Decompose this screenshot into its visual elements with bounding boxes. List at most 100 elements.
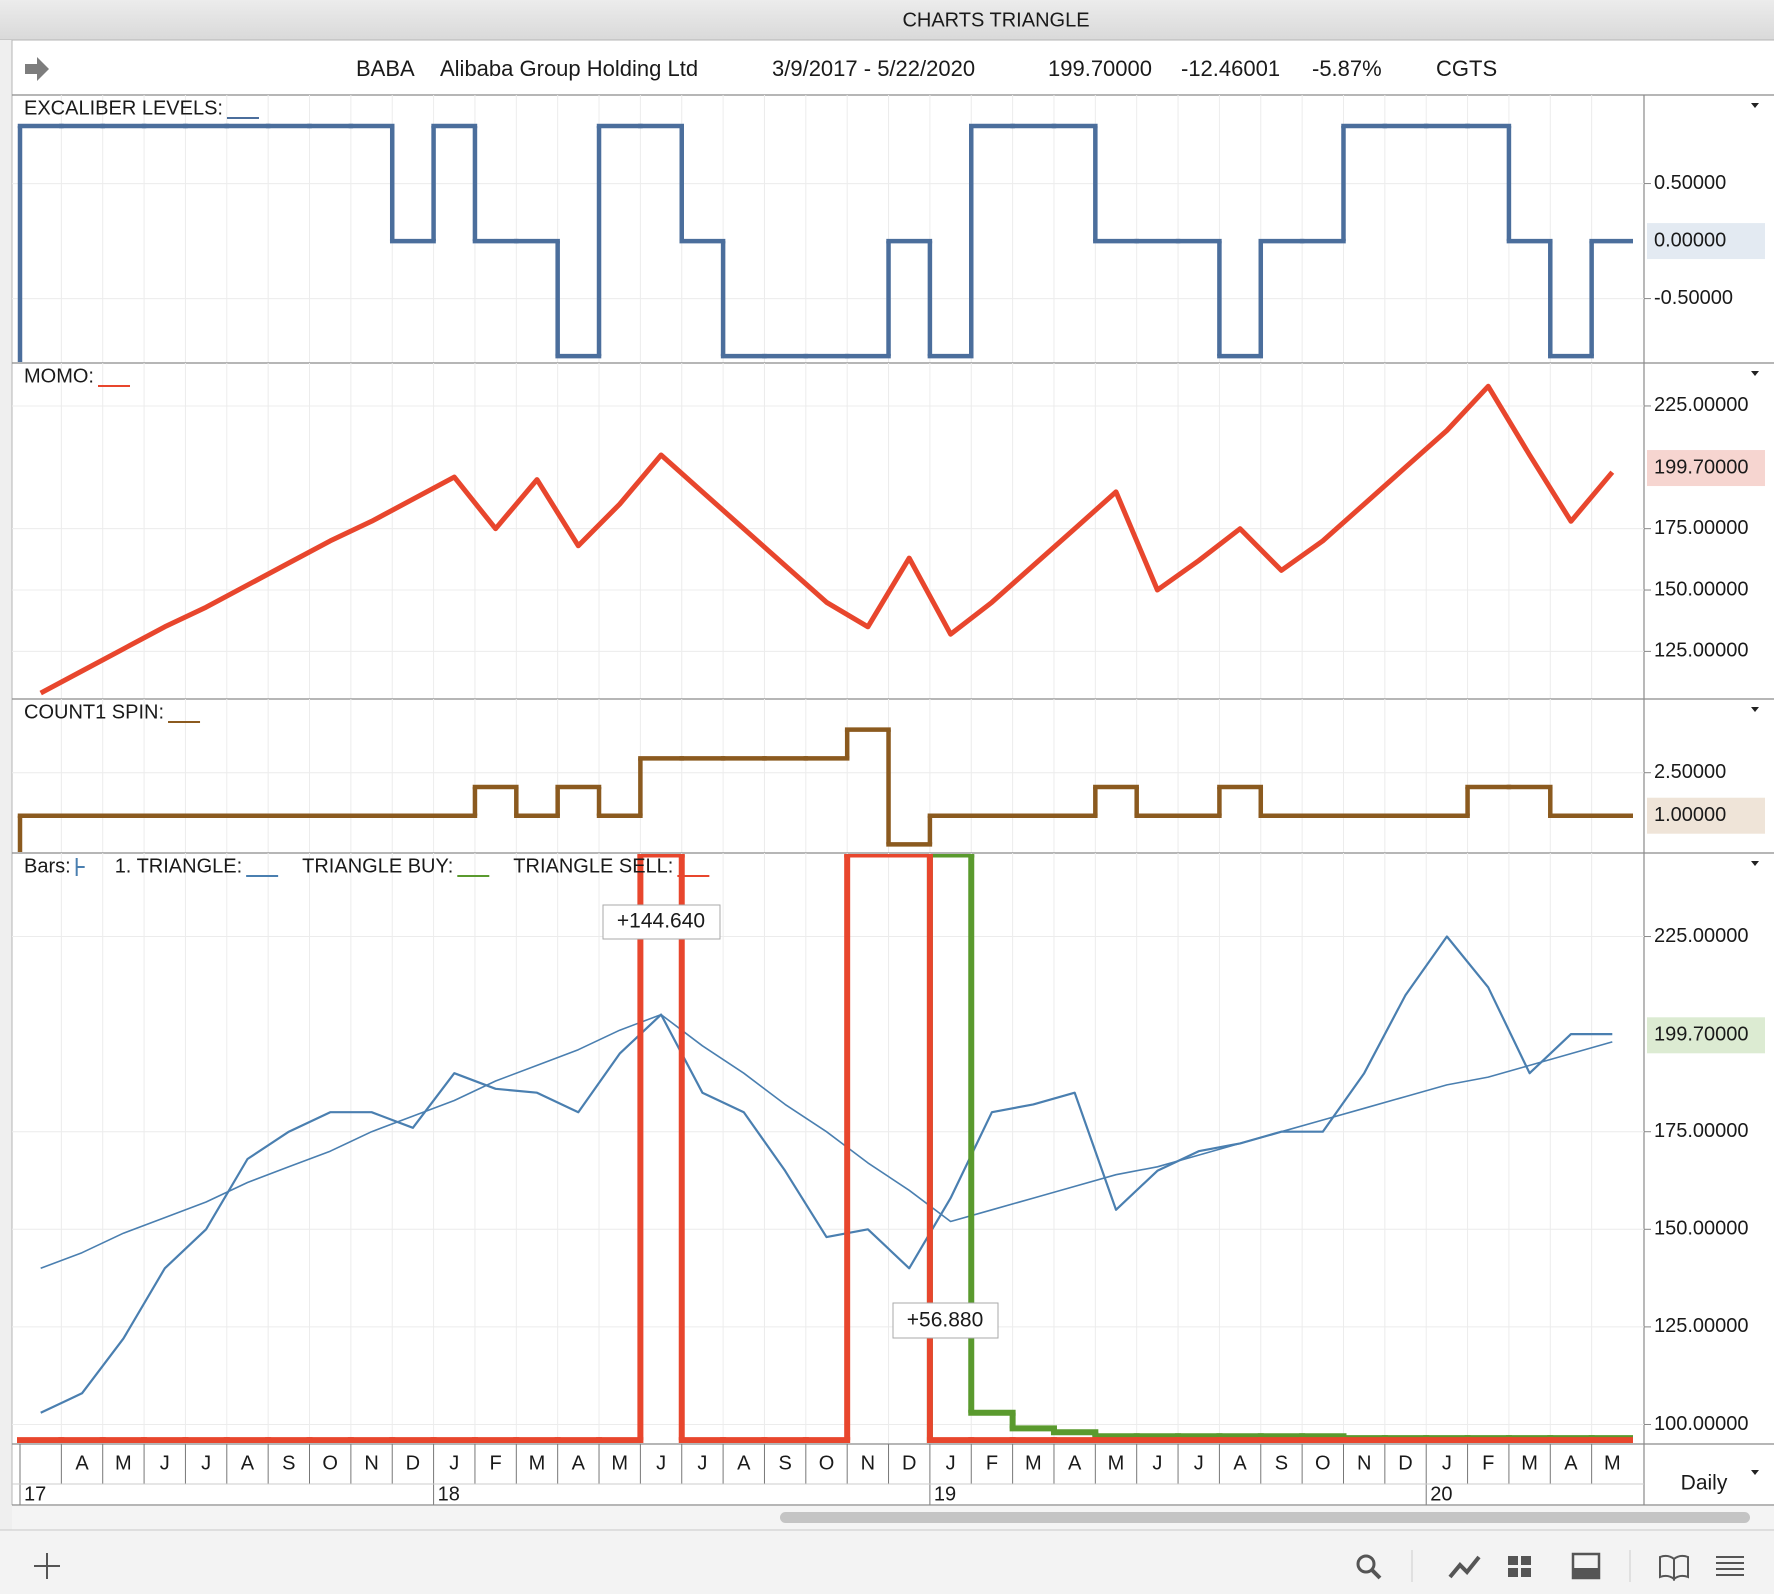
legend-label: EXCALIBER LEVELS:: [24, 97, 223, 119]
plot-area: [17, 854, 1633, 1443]
buy-annotation: +144.640: [617, 910, 705, 933]
x-tick-label: M: [115, 1452, 132, 1474]
x-tick-label: O: [1315, 1452, 1331, 1474]
y-tick-label: 0.50000: [1654, 172, 1726, 194]
add-button[interactable]: [34, 1553, 60, 1579]
x-tick-label: S: [1275, 1452, 1288, 1474]
annotation-box: [602, 904, 721, 940]
x-tick-label: J: [1442, 1452, 1452, 1474]
last-value-label: 199.70000: [1654, 456, 1749, 478]
y-tick-label: -0.50000: [1654, 287, 1733, 309]
x-tick-label: M: [1108, 1452, 1125, 1474]
year-label: 20: [1430, 1483, 1452, 1505]
last-value-label: 199.70000: [1654, 1024, 1749, 1046]
x-tick-label: M: [1521, 1452, 1538, 1474]
legend-label: TRIANGLE SELL:: [513, 855, 673, 877]
legend-swatch: [75, 858, 85, 876]
x-tick-label: J: [201, 1452, 211, 1474]
panel-button[interactable]: [1571, 1552, 1601, 1580]
legend-label: TRIANGLE BUY:: [302, 855, 453, 877]
x-tick-label: J: [449, 1452, 459, 1474]
y-tick-label: 100.00000: [1654, 1413, 1749, 1435]
year-label: 19: [934, 1483, 956, 1505]
x-tick-label: A: [1233, 1452, 1247, 1474]
legend-label: MOMO:: [24, 365, 94, 387]
x-tick-label: J: [1194, 1452, 1204, 1474]
menu-button[interactable]: [1716, 1556, 1744, 1576]
y-tick-label: 175.00000: [1654, 1120, 1749, 1142]
toolbar: [0, 1530, 1774, 1594]
x-tick-label: J: [946, 1452, 956, 1474]
y-tick-label: 225.00000: [1654, 394, 1749, 416]
study-name: CGTS: [1436, 56, 1497, 81]
period-selector[interactable]: Daily: [1681, 1472, 1728, 1495]
x-tick-label: S: [778, 1452, 791, 1474]
panels: 0.50000 -0.50000 EXCALIBER LEVELS: 0.00000 1…: [12, 95, 1774, 1505]
x-tick-label: J: [160, 1452, 170, 1474]
x-tick-label: S: [282, 1452, 295, 1474]
series-line: [40, 935, 1613, 1414]
last-value-tag: [1647, 223, 1765, 260]
date-range: 3/9/2017 - 5/22/2020: [772, 56, 975, 81]
plot-area: [39, 383, 1615, 696]
last-value-label: 0.00000: [1654, 229, 1726, 251]
y-tick-label: 150.00000: [1654, 1218, 1749, 1240]
title-bar: [0, 0, 1774, 40]
net-change: -12.46001: [1181, 56, 1280, 81]
x-tick-label: J: [697, 1452, 707, 1474]
series-line: [39, 383, 1615, 696]
company-name: Alibaba Group Holding Ltd: [440, 56, 698, 81]
x-tick-label: F: [986, 1452, 998, 1474]
panel-menu: [1751, 103, 1759, 108]
x-tick-label: A: [75, 1452, 89, 1474]
x-tick-label: M: [611, 1452, 628, 1474]
last-price: 199.70000: [1048, 56, 1152, 81]
percent-change: -5.87%: [1312, 56, 1382, 81]
x-tick-label: A: [1564, 1452, 1578, 1474]
annotation-box: [892, 1302, 999, 1339]
plot-area: [17, 727, 1633, 852]
x-tick-label: J: [656, 1452, 666, 1474]
x-tick-label: A: [572, 1452, 586, 1474]
x-tick-label: M: [529, 1452, 546, 1474]
plot-area: [17, 123, 1633, 362]
sell-annotation: +56.880: [907, 1309, 984, 1332]
book-button[interactable]: [1659, 1554, 1689, 1582]
x-tick-label: A: [1068, 1452, 1082, 1474]
x-tick-label: D: [902, 1452, 916, 1474]
chart-style-button[interactable]: [1448, 1555, 1481, 1579]
x-tick-label: D: [406, 1452, 420, 1474]
y-tick-label: 2.50000: [1654, 761, 1726, 783]
year-label: 17: [24, 1483, 46, 1505]
x-tick-label: N: [364, 1452, 378, 1474]
last-value-tag: [1647, 797, 1765, 834]
period-menu: [1751, 1470, 1759, 1475]
x-tick-label: M: [1604, 1452, 1621, 1474]
last-value-label: 1.00000: [1654, 804, 1726, 826]
y-tick-label: 225.00000: [1654, 925, 1749, 947]
left-gutter: [0, 40, 12, 1594]
trend-line: [40, 1013, 1613, 1270]
x-tick-label: F: [490, 1452, 502, 1474]
nav-arrow[interactable]: [25, 57, 49, 81]
x-tick-label: O: [322, 1452, 338, 1474]
x-tick-label: J: [1152, 1452, 1162, 1474]
y-tick-label: 125.00000: [1654, 1315, 1749, 1337]
legend-label: COUNT1 SPIN:: [24, 701, 164, 723]
panel-menu: [1751, 707, 1759, 712]
x-tick-label: N: [1357, 1452, 1371, 1474]
y-tick-label: 150.00000: [1654, 578, 1749, 600]
search-button[interactable]: [1356, 1554, 1382, 1580]
last-value-tag: [1647, 1017, 1765, 1054]
year-label: 18: [438, 1483, 460, 1505]
panel-menu: [1751, 861, 1759, 866]
legend-label: 1. TRIANGLE:: [115, 855, 242, 877]
layout-button[interactable]: [1508, 1556, 1531, 1577]
window-title: CHARTS TRIANGLE: [902, 9, 1089, 31]
x-tick-label: A: [737, 1452, 751, 1474]
scrollbar[interactable]: [780, 1512, 1750, 1523]
x-tick-label: F: [1482, 1452, 1494, 1474]
x-tick-label: D: [1398, 1452, 1412, 1474]
